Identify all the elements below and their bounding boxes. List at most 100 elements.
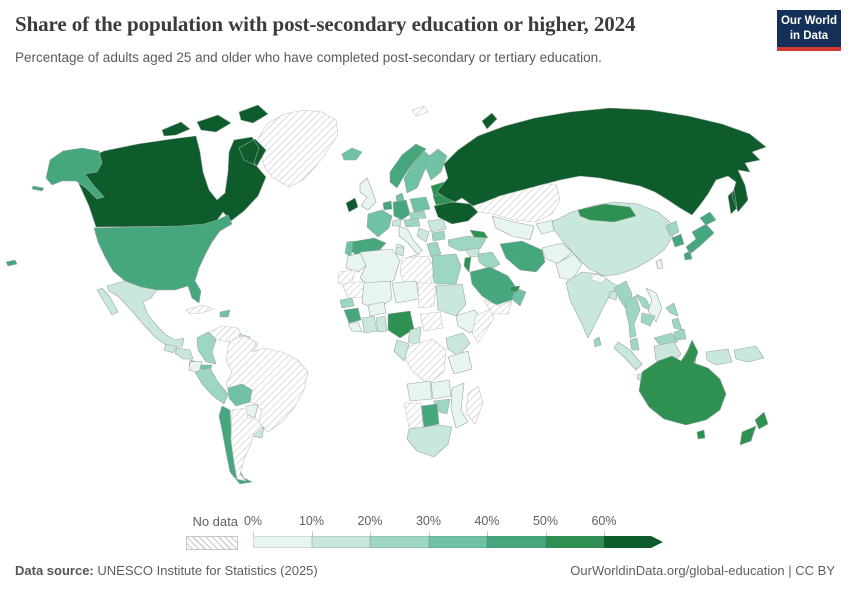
country-ukraine[interactable]: Ukraine: 60%+ [433,201,479,225]
country-egypt[interactable]: Egypt: 20-30% [431,253,462,285]
country-switzerland[interactable]: Switzerland: 10-20% [391,218,402,227]
legend-bin-60%+[interactable] [604,536,663,548]
country-new_zealand[interactable]: New Zealand: 50-60% [739,411,769,446]
country-mongolia[interactable]: Mongolia: 50-60% [577,203,637,223]
country-honduras_nicaragua[interactable]: Honduras & Nicaragua: 10-20% [174,347,194,360]
country-portugal[interactable]: Portugal: 30-40% [344,240,354,258]
country-iceland[interactable]: Iceland: 30-40% [341,147,363,161]
country-iran[interactable]: Iran: 40-50% [499,240,546,273]
country-cambodia[interactable]: Cambodia: 20-30% [640,312,656,327]
country-nepal[interactable]: Nepal: No data [591,273,607,284]
country-greece[interactable]: Greece: 20-30% [426,241,442,258]
country-namibia[interactable]: Namibia: No data [403,402,424,430]
country-tunisia[interactable]: Tunisia: 10-20% [395,245,405,257]
owid-logo[interactable]: Our World in Data [777,10,841,51]
country-bolivia[interactable]: Bolivia: 30-40% [227,383,253,407]
legend-bin-50-60%[interactable] [545,536,604,548]
country-romania[interactable]: Romania: 10-20% [427,218,447,233]
country-poland[interactable]: Poland: 30-40% [409,196,431,213]
country-guatemala[interactable]: Guatemala: 10-20% [163,343,178,354]
country-turkey[interactable]: Turkey: 20-30% [447,235,487,252]
country-guinea[interactable]: Guinea: 40-50% [343,307,362,324]
country-caucasus[interactable]: Caucasus: 50-60% [469,229,489,239]
country-chile[interactable]: Chile: 40-50% [218,405,253,485]
country-svalbard[interactable]: Svalbard: No data [411,105,429,117]
country-india[interactable]: India: 10-20% [565,271,627,339]
country-cuba[interactable]: Cuba: No data [185,304,215,315]
country-botswana[interactable]: Botswana: 40-50% [420,403,440,428]
legend-bin-0-10%[interactable] [253,536,312,548]
country-iraq[interactable]: Iraq: 20-30% [477,251,501,271]
country-south_korea[interactable]: South Korea: 40-50% [671,233,685,248]
country-vietnam[interactable]: Vietnam: 0-10% [645,287,663,323]
country-burkina_faso[interactable]: Burkina Faso: 0-10% [367,301,387,317]
country-kazakhstan[interactable]: Kazakhstan: No data [472,183,561,223]
country-france[interactable]: France: 30-40% [366,209,393,238]
country-benelux[interactable]: Netherlands & Belgium: 40-50% [382,200,393,211]
country-madagascar[interactable]: Madagascar: No data [465,385,484,425]
country-mozambique[interactable]: Mozambique: 0-10% [450,382,469,429]
country-sudan[interactable]: Sudan: 10-20% [435,283,467,317]
country-bulgaria[interactable]: Bulgaria: 20-30% [431,230,446,242]
country-brazil[interactable]: Brazil: No data [225,335,309,433]
country-germany[interactable]: Germany: 40-50% [392,199,411,221]
country-niger[interactable]: Niger: 0-10% [391,280,420,304]
country-finland[interactable]: Finland: 30-40% [425,148,448,181]
country-senegal[interactable]: Senegal: 20-30% [339,297,355,309]
country-drc[interactable]: Democratic Republic of Congo: No data [403,338,447,385]
country-pakistan[interactable]: Pakistan: 0-10% [555,253,583,281]
country-saudi_arabia[interactable]: Saudi Arabia: 40-50% [469,266,519,306]
country-afghanistan[interactable]: Afghanistan: 0-10% [541,242,573,265]
legend-bin-30-40%[interactable] [428,536,487,548]
country-canada[interactable]: Canada: 60%+ [76,104,269,228]
country-norway[interactable]: Norway: 40-50% [389,143,427,189]
country-north_korea[interactable]: North Korea: 20-30% [665,220,680,237]
country-sierra_leone_liberia[interactable]: Sierra Leone & Liberia: 0-10% [347,321,363,333]
country-nigeria[interactable]: Nigeria: 50-60% [387,310,415,339]
country-chad[interactable]: Chad: No data [417,282,437,309]
country-united_kingdom[interactable]: United Kingdom: 0-10% [359,177,377,211]
footer-link[interactable]: OurWorldinData.org/global-education | CC… [570,563,835,578]
country-russia[interactable]: Russia: 60%+ [436,107,767,216]
country-zambia[interactable]: Zambia: 0-10% [430,379,452,400]
country-syria[interactable]: Syria: 10-20% [465,247,481,258]
country-taiwan[interactable]: Taiwan: 0-10% [655,258,664,270]
country-ghana[interactable]: Ghana: 10-20% [375,315,388,333]
country-colombia[interactable]: Colombia: 20-30% [196,331,217,365]
country-oman[interactable]: Oman: 30-40% [511,287,527,307]
country-hispaniola[interactable]: Dominican Republic: 30-40% [219,309,231,318]
country-czech_slovakia[interactable]: Czechia & Slovakia: 20-30% [408,210,427,220]
country-greenland[interactable]: Greenland: No data [256,109,339,188]
country-australia[interactable]: Australia: 50-60% [638,339,727,440]
country-peru[interactable]: Peru: 20-30% [194,367,229,405]
country-somalia[interactable]: Somalia: No data [471,308,495,344]
country-denmark[interactable]: Denmark: 30-40% [395,192,405,203]
country-papua_new_guinea[interactable]: Papua New Guinea: 10-20% [733,345,765,363]
country-central_african_republic[interactable]: Central African Republic: No data [419,311,444,332]
country-cote_divoire[interactable]: Cote d'Ivoire: 10-20% [361,315,378,334]
country-china[interactable]: China: 10-20% [551,201,674,277]
country-angola[interactable]: Angola: 0-10% [406,380,433,402]
country-japan[interactable]: Japan: 40-50% [683,211,717,261]
country-tanzania[interactable]: Tanzania: 0-10% [447,350,473,375]
country-ireland[interactable]: Ireland: 60%+ [345,197,359,213]
country-mexico[interactable]: Mexico: 10-20% [96,280,185,348]
legend-bin-20-30%[interactable] [370,536,429,548]
legend-bin-40-50%[interactable] [487,536,546,548]
country-philippines[interactable]: Philippines: 20-30% [665,302,687,341]
country-serbia_balkans[interactable]: Western Balkans: 10-20% [416,227,430,243]
country-gabon_congo[interactable]: Gabon & Congo: 10-20% [393,339,410,362]
country-malaysia[interactable]: Malaysia: 20-30% [629,332,679,351]
country-argentina[interactable]: Argentina: No data [230,407,263,482]
legend-bin-10-20%[interactable] [311,536,370,548]
country-uzbekistan_turkmenistan[interactable]: Uzbekistan & Turkmenistan: 0-10% [491,215,535,241]
country-kenya[interactable]: Kenya: 10-20% [445,332,471,357]
country-israel_jordan[interactable]: Israel & Jordan: 50-60% [463,256,472,273]
country-usa[interactable]: United States: 40-50% [5,147,233,304]
country-south_africa[interactable]: South Africa: 10-20% [406,424,453,458]
no-data-swatch[interactable] [186,536,238,550]
country-sri_lanka[interactable]: Sri Lanka: 20-30% [593,336,602,348]
country-thailand[interactable]: Thailand: 20-30% [625,295,641,339]
country-austria_hungary[interactable]: Austria & Hungary: 20-30% [403,217,421,228]
country-uae[interactable]: United Arab Emirates: 50-60% [509,285,521,293]
